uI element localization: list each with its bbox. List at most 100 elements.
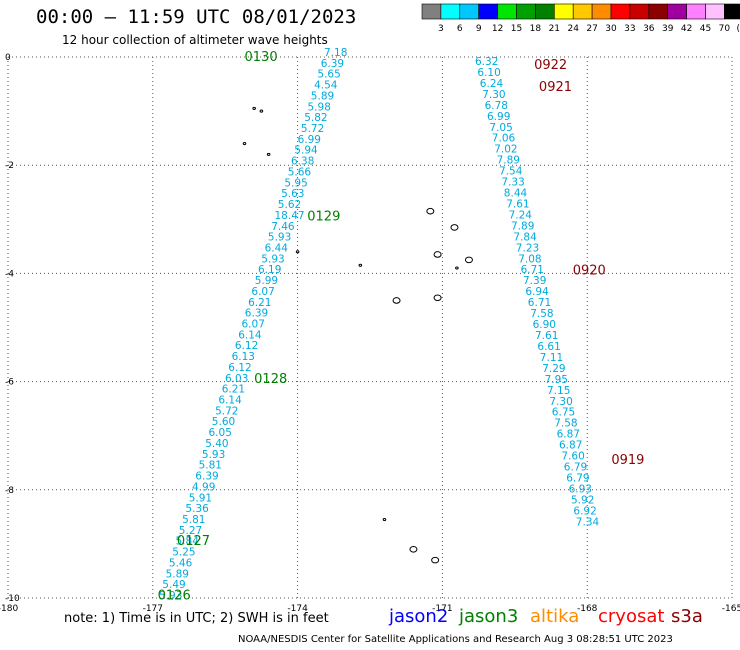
swh-value-label: 6.99 [487,111,510,123]
swh-value-label: 6.44 [265,242,289,254]
swh-value-label: 5.93 [159,590,182,602]
swh-value-label: 7.24 [509,209,533,221]
island-outline [242,142,247,146]
swh-value-label: 5.98 [308,101,331,113]
y-tick-label: -4 [5,269,14,279]
swh-value-label: 5.93 [268,232,291,244]
x-tick-label: -180 [0,604,18,612]
swh-value-label: 5.81 [199,460,222,472]
y-tick-label: -6 [5,378,14,388]
swh-value-label: 7.08 [518,253,541,265]
swh-value-label: 6.38 [291,156,314,168]
swh-value-label: 4.99 [192,481,215,493]
x-tick-label: -168 [577,604,598,612]
footer-note: note: 1) Time is in UTC; 2) SWH is in fe… [64,611,329,626]
swh-value-label: 7.30 [482,89,505,101]
y-tick-label: 0 [5,53,11,63]
swh-value-label: 5.27 [179,525,202,537]
legend-jason3: jason3 [459,606,519,627]
swh-value-label: 8.44 [504,188,528,200]
swh-value-label: 5.81 [182,514,205,526]
swh-value-label: 18.47 [275,210,305,222]
swh-value-label: 6.21 [222,384,245,396]
colorbar-label: (ft) [737,24,740,34]
swh-value-label: 5.72 [301,123,324,135]
footer-credit: NOAA/NESDIS Center for Satellite Applica… [238,634,673,645]
island-outline [450,224,459,231]
swh-value-label: 5.93 [261,253,284,265]
swh-value-label: 6.71 [521,264,544,276]
island-outline [358,263,363,267]
swh-value-label: 7.89 [511,220,534,232]
swh-value-label: 6.19 [258,264,281,276]
swh-value-label: 6.05 [209,427,232,439]
swh-value-label: 6.90 [533,319,556,331]
colorbar-label: 6 [457,24,463,34]
y-tick-label: -2 [5,161,14,171]
altimeter-map: 7.186.395.654.545.895.985.825.726.995.94… [0,47,740,612]
swh-value-label: 5.40 [205,438,228,450]
swh-value-label: 5.46 [169,557,193,569]
swh-value-label: 6.39 [245,308,268,320]
swh-value-label: 5.89 [166,568,189,580]
colorbar-label: 12 [492,24,503,34]
colorbar-label: 9 [476,24,482,34]
swh-value-label: 7.58 [530,308,553,320]
swh-value-label: 7.95 [545,374,568,386]
colorbar-label: 45 [700,24,711,34]
swh-value-label: 7.23 [516,242,539,254]
swh-value-label: 7.15 [547,385,570,397]
x-tick-label: -171 [432,604,452,612]
swh-value-label: 7.29 [542,363,565,375]
swh-value-label: 5.89 [311,90,334,102]
pass-time-label: 0129 [307,210,340,225]
island-outline [252,106,256,110]
swh-value-label: 7.39 [523,275,546,287]
swh-value-label: 6.78 [485,100,508,112]
swh-value-label: 6.21 [248,297,271,309]
colorbar-swatch [724,3,740,20]
swh-value-label: 7.02 [494,144,517,156]
legend-cryosat: cryosat [598,606,665,627]
swh-value-label: 7.05 [489,122,512,134]
swh-value-label: 6.87 [559,440,582,452]
swh-value-label: 6.61 [537,341,560,353]
pass-time-label: 0922 [534,58,567,73]
swh-value-label: 6.71 [528,297,551,309]
legend-s3a: s3a [671,606,703,627]
swh-value-label: 6.03 [225,373,248,385]
legend-jason2: jason2 [389,606,449,627]
swh-value-label: 6.12 [235,340,258,352]
y-tick-label: -10 [5,594,20,604]
swh-value-label: 4.54 [314,80,338,92]
swh-value-label: 5.25 [172,547,195,559]
x-tick-label: -174 [287,604,308,612]
island-outline [431,556,440,564]
swh-value-label: 7.61 [506,198,529,210]
swh-value-label: 6.39 [321,58,344,70]
swh-value-label: 7.11 [540,352,563,364]
swh-value-label: 6.07 [242,319,265,331]
swh-value-label: 6.07 [251,286,274,298]
colorbar-label: 36 [643,24,655,34]
swh-value-label: 5.60 [212,416,235,428]
swh-value-label: 7.18 [324,47,347,59]
swh-value-label: 7.30 [549,396,572,408]
swh-value-label: 6.14 [238,329,262,341]
colorbar-label: 24 [567,24,579,34]
swh-value-label: 6.79 [564,462,587,474]
swh-value-label: 5.82 [304,112,327,124]
swh-value-label: 6.92 [573,505,596,517]
colorbar-label: 3 [438,24,444,34]
colorbar-label: 70 [719,24,731,34]
pass-time-label: 0130 [245,50,278,65]
swh-value-label: 5.92 [571,494,594,506]
swh-value-label: 6.10 [477,67,500,79]
colorbar-label: 21 [549,24,560,34]
swh-value-label: 7.84 [513,231,537,243]
swh-value-label: 6.87 [557,429,580,441]
swh-value-label: 5.72 [215,405,238,417]
swh-value-label: 7.06 [492,133,516,145]
swh-value-label: 7.34 [576,516,600,528]
swh-value-label: 5.94 [294,145,318,157]
